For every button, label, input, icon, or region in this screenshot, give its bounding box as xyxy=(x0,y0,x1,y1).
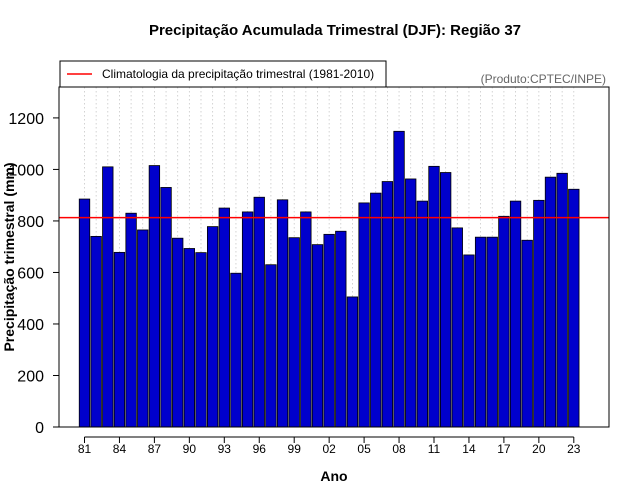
bar xyxy=(533,199,545,428)
bar xyxy=(113,251,126,428)
x-tick-label: 02 xyxy=(322,442,336,456)
x-tick-label: 23 xyxy=(567,442,581,456)
x-axis-title: Ano xyxy=(320,468,347,484)
y-tick-label: 1200 xyxy=(8,111,44,128)
y-tick-label: 1000 xyxy=(8,162,44,179)
x-tick-label: 17 xyxy=(497,442,511,456)
bar xyxy=(311,244,324,428)
bar xyxy=(405,178,417,428)
bar xyxy=(451,227,463,428)
bar xyxy=(544,176,557,428)
bar xyxy=(335,230,347,428)
bar xyxy=(78,198,91,428)
y-tick-label: 400 xyxy=(17,317,44,334)
bar xyxy=(276,199,289,428)
x-tick-label: 05 xyxy=(357,442,371,456)
bar xyxy=(521,239,533,428)
x-tick-label: 20 xyxy=(532,442,546,456)
bar xyxy=(160,187,172,428)
x-tick-label: 87 xyxy=(148,442,162,456)
y-axis: 0 200 400 600 800 1000 1200 xyxy=(8,111,60,437)
bar xyxy=(300,211,312,428)
bar xyxy=(288,237,300,428)
bar xyxy=(323,233,335,428)
x-tick-label: 11 xyxy=(428,442,441,456)
bar xyxy=(230,272,242,428)
bar xyxy=(206,226,219,428)
bar xyxy=(463,254,475,428)
bar xyxy=(486,236,498,428)
y-tick-label: 0 xyxy=(35,420,44,437)
bar xyxy=(241,211,254,428)
bar xyxy=(90,235,102,428)
bar xyxy=(218,207,230,428)
x-axis: 81 84 87 90 93 96 99 02 05 08 11 14 17 20 23 xyxy=(78,436,581,456)
bar xyxy=(428,165,440,428)
bar xyxy=(346,296,359,428)
y-tick-label: 800 xyxy=(17,214,44,231)
bar xyxy=(102,166,114,428)
bar xyxy=(393,130,405,428)
grid xyxy=(84,87,575,427)
bar xyxy=(498,215,510,428)
bar xyxy=(381,181,394,428)
x-tick-label: 81 xyxy=(78,442,92,456)
legend-label: Climatologia da precipitação trimestral … xyxy=(102,67,374,81)
bar xyxy=(265,264,277,428)
bar xyxy=(137,229,149,428)
x-tick-label: 84 xyxy=(113,442,127,456)
x-tick-label: 08 xyxy=(392,442,406,456)
bar xyxy=(195,252,207,428)
bar xyxy=(568,188,580,428)
x-tick-label: 99 xyxy=(288,442,302,456)
y-tick-label: 600 xyxy=(17,265,44,282)
bar xyxy=(439,172,452,428)
y-axis-title: Precipitação trimestral (mm) xyxy=(1,162,17,351)
bar xyxy=(183,248,196,428)
bar xyxy=(172,237,184,428)
bar xyxy=(148,165,161,428)
source-note: (Produto:CPTEC/INPE) xyxy=(481,72,606,86)
bar xyxy=(125,212,137,428)
bar xyxy=(416,200,429,428)
x-tick-label: 14 xyxy=(462,442,476,456)
legend-box xyxy=(59,60,387,88)
x-tick-label: 93 xyxy=(218,442,232,456)
x-tick-label: 96 xyxy=(253,442,267,456)
legend: Climatologia da precipitação trimestral … xyxy=(59,60,387,88)
bar xyxy=(509,200,522,428)
y-tick-label: 200 xyxy=(17,368,44,385)
bar xyxy=(358,202,370,428)
bar xyxy=(556,172,568,428)
bar xyxy=(370,192,382,428)
bars xyxy=(78,130,580,428)
bar xyxy=(474,236,487,428)
bar xyxy=(253,196,265,428)
chart-title: Precipitação Acumulada Trimestral (DJF):… xyxy=(149,22,521,39)
x-tick-label: 90 xyxy=(183,442,197,456)
